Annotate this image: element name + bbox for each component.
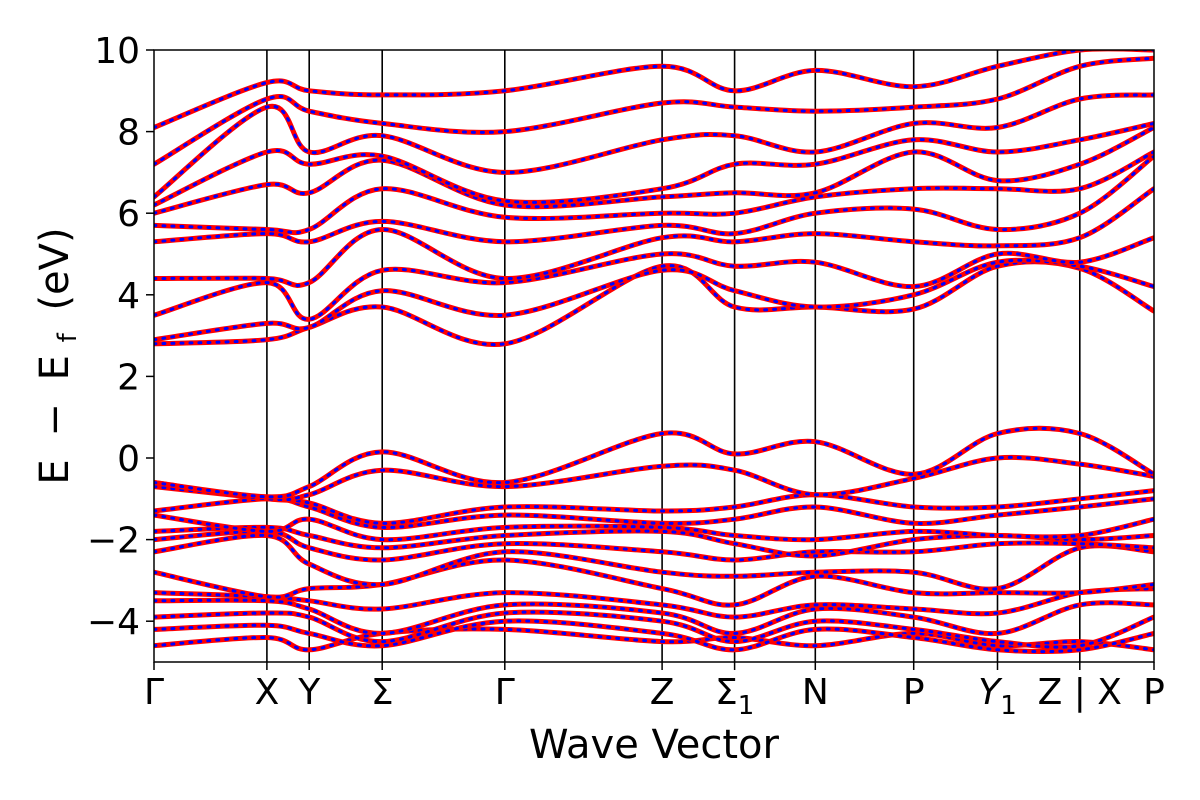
- band-dashed-2: [154, 610, 1154, 649]
- y-axis-label-minus: −: [32, 403, 78, 437]
- y-axis-label: E − E f (eV): [32, 227, 86, 484]
- band-dashed-19: [154, 150, 1154, 235]
- band-dashed-22: [154, 93, 1154, 199]
- band-solid-23: [154, 55, 1154, 167]
- y-axis-label-ef: E: [32, 355, 78, 380]
- x-tick-label: P: [1143, 672, 1165, 713]
- y-tick-label: −2: [87, 521, 140, 562]
- y-tick-label: −4: [87, 602, 140, 643]
- x-tick-label: Σ: [371, 672, 394, 713]
- y-tick-label: 0: [117, 439, 140, 480]
- band-dashed-14: [154, 260, 1154, 347]
- x-tick-label: P: [903, 672, 925, 713]
- x-tick-label: Y: [297, 672, 321, 713]
- y-axis-label-prefix: E: [32, 459, 78, 484]
- band-dashed-1: [154, 619, 1154, 654]
- band-dashed-24: [154, 50, 1154, 129]
- band-solid-24: [154, 50, 1154, 130]
- band-dashed-18: [154, 154, 1154, 244]
- y-tick-label: 8: [117, 113, 140, 154]
- x-tick-label: X: [255, 672, 280, 713]
- band-dashed-4: [154, 587, 1154, 619]
- band-dashed-12: [154, 455, 1154, 502]
- band-dashed-5: [154, 558, 1154, 607]
- y-axis-label-unit: (eV): [32, 227, 78, 310]
- x-tick-label: N: [802, 672, 829, 713]
- band-dashed-15: [154, 258, 1154, 342]
- band-solid-9: [154, 512, 1154, 543]
- band-dashed-13: [154, 426, 1154, 499]
- band-solid-15: [154, 257, 1154, 343]
- y-axis-ticks: −4 −2 0 2 4 6 8 10: [87, 31, 154, 643]
- band-dashed-7: [154, 529, 1154, 562]
- plot-frame: [153, 49, 1155, 663]
- x-axis-ticks: Γ X Y Σ Γ Z Σ1 N P Y1 Z | X P: [144, 662, 1165, 721]
- x-tick-label: Σ1: [715, 672, 754, 721]
- band-dashed-8: [154, 525, 1154, 558]
- high-symmetry-lines: [266, 50, 1081, 662]
- band-solid-10: [154, 496, 1154, 530]
- x-tick-label: Γ: [144, 672, 164, 713]
- band-dashed-3: [154, 598, 1154, 636]
- band-solid-14: [154, 259, 1154, 348]
- y-tick-label: 4: [117, 276, 140, 317]
- band-lines: [154, 50, 1154, 655]
- band-solid-13: [154, 425, 1154, 500]
- band-dashed-21: [154, 121, 1154, 207]
- y-axis-label-ef-sub: f: [53, 332, 83, 342]
- band-dashed-17: [154, 187, 1154, 287]
- band-dashed-11: [154, 485, 1154, 525]
- x-tick-label: Z | X: [1038, 672, 1122, 713]
- x-axis-label: Wave Vector: [529, 722, 780, 768]
- band-solid-16: [154, 235, 1154, 322]
- x-tick-label: Z: [650, 672, 675, 713]
- y-tick-label: 6: [117, 194, 140, 235]
- y-tick-label: 2: [117, 357, 140, 398]
- band-dashed-20: [154, 126, 1154, 215]
- band-dashed-16: [154, 236, 1154, 321]
- x-tick-label: Γ: [495, 672, 515, 713]
- band-solid-12: [154, 454, 1154, 503]
- band-dashed-6: [154, 533, 1154, 591]
- x-tick-label: Y1: [978, 672, 1017, 721]
- y-tick-label: 10: [94, 31, 140, 72]
